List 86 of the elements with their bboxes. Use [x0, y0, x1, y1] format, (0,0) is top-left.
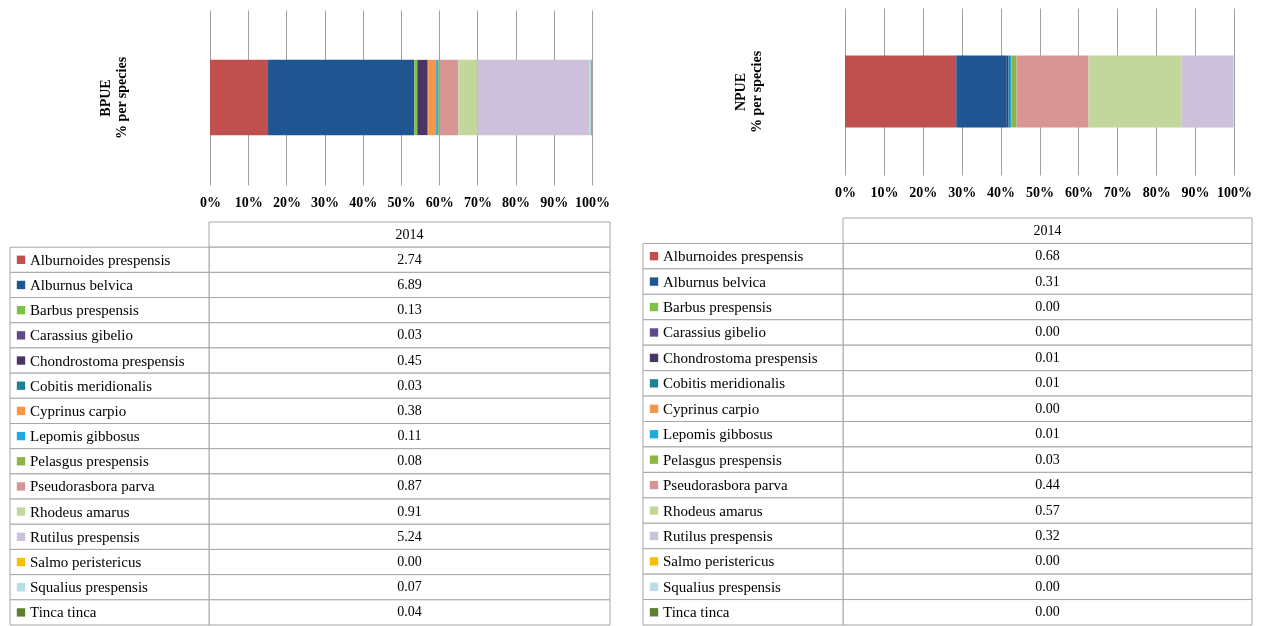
text: 0.01: [1035, 426, 1060, 442]
legend-label: Rutilus prespensis: [30, 528, 140, 545]
y-axis-title: NPUE % per species: [732, 50, 764, 134]
legend-label: Alburnoides prespensis: [663, 248, 804, 265]
legend-label: Rhodeus amarus: [30, 503, 130, 520]
text: 0.03: [397, 377, 422, 393]
legend-label: Lepomis gibbosus: [663, 426, 773, 443]
x-tick-label: 80%: [502, 194, 531, 210]
legend-label: Salmo peristericus: [30, 554, 142, 571]
legend-label: Barbus prespensis: [30, 302, 139, 319]
x-tick-label: 50%: [387, 194, 416, 210]
text: 0.01: [1035, 349, 1060, 365]
legend-label: Pelasgus prespensis: [30, 453, 149, 470]
text: 0.07: [397, 579, 422, 595]
text: 0.00: [1035, 299, 1060, 315]
legend-label: Chondrostoma prespensis: [30, 352, 185, 369]
x-tick-label: 100%: [575, 194, 610, 210]
legend-label: Cyprinus carpio: [663, 400, 760, 417]
legend-label: Chondrostoma prespensis: [663, 349, 818, 366]
legend-label: Alburnus belvica: [663, 273, 767, 290]
text: 0.00: [1035, 578, 1060, 594]
x-tick-label: 100%: [1217, 184, 1252, 200]
x-tick-label: 60%: [1064, 184, 1093, 200]
legend-label: Cyprinus carpio: [30, 402, 127, 419]
text: 0.68: [1035, 248, 1060, 264]
text: 0.57: [1035, 502, 1060, 518]
legend-label: Pseudorasbora parva: [663, 477, 788, 494]
legend-label: Alburnoides prespensis: [30, 251, 171, 268]
x-tick-label: 90%: [1181, 184, 1210, 200]
text: 0.03: [1035, 451, 1060, 467]
legend-label: Squalius prespensis: [30, 579, 149, 596]
x-tick-label: 30%: [311, 194, 340, 210]
legend-label: Tinca tinca: [663, 604, 730, 621]
text: 2.74: [397, 251, 422, 267]
legend-label: Squalius prespensis: [663, 578, 782, 595]
text: 0.11: [397, 428, 422, 444]
x-tick-label: 0%: [200, 194, 221, 210]
text: 0.00: [1035, 604, 1060, 620]
x-tick-label: 20%: [272, 194, 301, 210]
x-tick-label: 60%: [425, 194, 454, 210]
legend-label: Carassius gibelio: [663, 324, 766, 341]
text: 0.00: [397, 554, 422, 570]
legend-label: Tinca tinca: [30, 604, 97, 621]
legend-label: Barbus prespensis: [663, 299, 772, 316]
text: 0.13: [397, 302, 422, 318]
y-axis-title: BPUE % per species: [97, 56, 129, 140]
x-tick-label: 70%: [463, 194, 492, 210]
text: 0.04: [397, 604, 422, 620]
legend-label: Pseudorasbora parva: [30, 478, 155, 495]
legend-label: Pelasgus prespensis: [663, 451, 782, 468]
text: 0.31: [1035, 273, 1060, 289]
legend-title: 2014: [1033, 222, 1062, 238]
x-tick-label: 40%: [987, 184, 1016, 200]
x-tick-label: 70%: [1103, 184, 1132, 200]
legend-label: Cobitis meridionalis: [30, 377, 153, 394]
x-tick-label: 40%: [349, 194, 378, 210]
x-tick-label: 80%: [1142, 184, 1171, 200]
legend-label: Alburnus belvica: [30, 276, 134, 293]
text: 6.89: [397, 276, 422, 292]
legend-label: Carassius gibelio: [30, 327, 133, 344]
text: 0.00: [1035, 553, 1060, 569]
text: 0.87: [397, 478, 422, 494]
text: 0.01: [1035, 375, 1060, 391]
text: 0.00: [1035, 400, 1060, 416]
x-tick-label: 20%: [909, 184, 938, 200]
legend-label: Lepomis gibbosus: [30, 428, 140, 445]
x-tick-label: 0%: [835, 184, 856, 200]
x-tick-label: 90%: [540, 194, 569, 210]
x-tick-label: 10%: [870, 184, 899, 200]
text: 0.45: [397, 352, 422, 368]
x-tick-label: 10%: [234, 194, 263, 210]
x-tick-label: 50%: [1026, 184, 1054, 200]
x-tick-label: 30%: [948, 184, 977, 200]
text: 0.32: [1035, 527, 1060, 543]
legend-label: Rutilus prespensis: [663, 527, 773, 544]
legend-label: Cobitis meridionalis: [663, 375, 786, 392]
text: 0.91: [397, 503, 422, 519]
text: 0.44: [1035, 477, 1060, 493]
text: 0.38: [397, 402, 422, 418]
text: 5.24: [397, 528, 422, 544]
text: 0.08: [397, 453, 422, 469]
legend-title: 2014: [395, 226, 424, 242]
legend-label: Salmo peristericus: [663, 553, 775, 570]
text: 0.03: [397, 327, 422, 343]
text: 0.00: [1035, 324, 1060, 340]
legend-label: Rhodeus amarus: [663, 502, 763, 519]
